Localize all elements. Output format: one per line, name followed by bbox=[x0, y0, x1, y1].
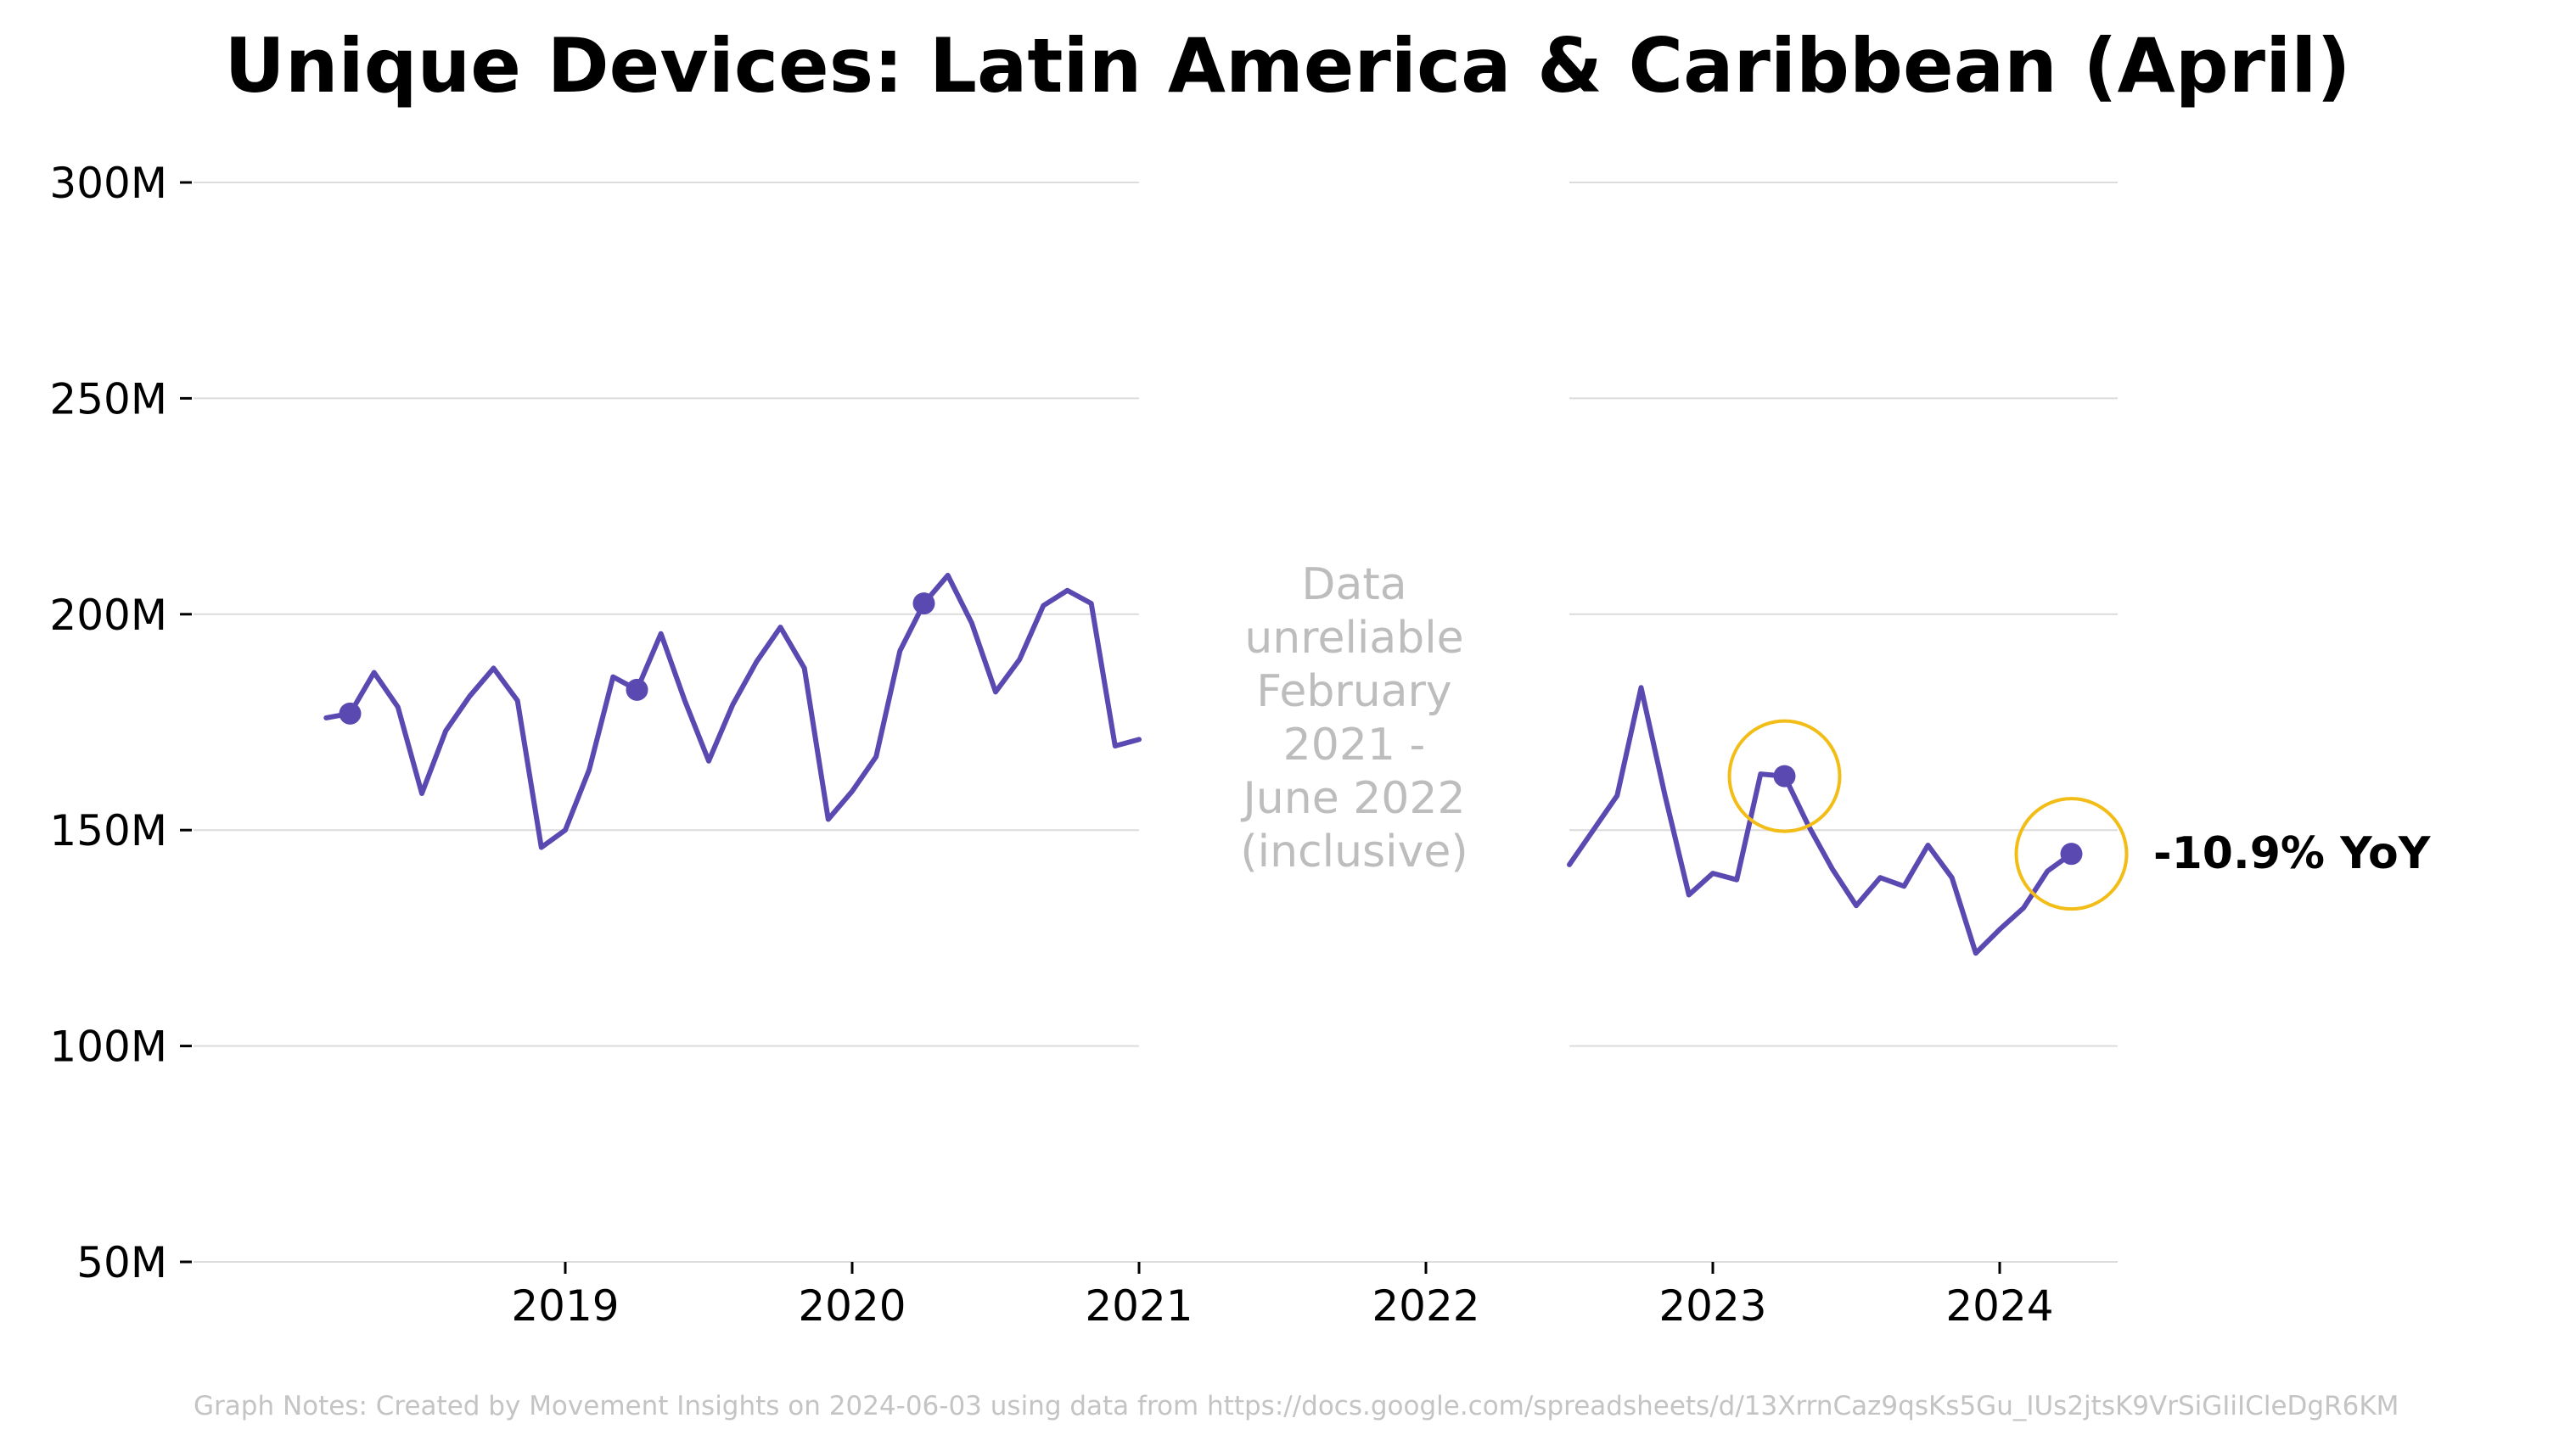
chart-title: Unique Devices: Latin America & Caribbea… bbox=[224, 22, 2350, 109]
april-markers bbox=[339, 592, 2083, 866]
y-axis: 300M 250M 200M 150M 100M 50M bbox=[49, 159, 192, 1287]
yoy-annotation: -10.9% YoY bbox=[2153, 828, 2432, 879]
x-tick-label: 2022 bbox=[1372, 1281, 1479, 1331]
april-point bbox=[1773, 765, 1796, 788]
data-gap-note-line: June 2022 bbox=[1240, 773, 1465, 824]
series-line bbox=[323, 573, 1142, 850]
highlight-circles bbox=[1727, 719, 2129, 911]
series-line bbox=[1567, 685, 2074, 956]
x-tick-label: 2023 bbox=[1658, 1281, 1766, 1331]
y-tick-label: 50M bbox=[76, 1238, 167, 1287]
x-tick-label: 2024 bbox=[1945, 1281, 2053, 1331]
graph-notes-footnote: Graph Notes: Created by Movement Insight… bbox=[194, 1391, 2399, 1421]
data-gap-note-line: February bbox=[1256, 666, 1451, 717]
x-tick-label: 2019 bbox=[511, 1281, 619, 1331]
data-gap-note-line: unreliable bbox=[1244, 613, 1463, 664]
data-gap-note-line: 2021 - bbox=[1283, 720, 1426, 771]
y-tick-label: 200M bbox=[49, 591, 167, 640]
highlight-circle bbox=[2014, 797, 2129, 911]
x-tick-label: 2020 bbox=[798, 1281, 906, 1331]
x-tick-label: 2021 bbox=[1085, 1281, 1193, 1331]
y-tick-label: 300M bbox=[49, 159, 167, 208]
data-gap-note: Data unreliable February 2021 -June 2022 (in… bbox=[1240, 559, 1468, 877]
highlight-circle bbox=[1727, 719, 1842, 833]
x-axis: 2019 2020 2021 2022 2023 2024 bbox=[511, 1262, 2054, 1331]
y-tick-label: 100M bbox=[49, 1023, 167, 1072]
april-point bbox=[626, 678, 648, 701]
y-tick-label: 150M bbox=[49, 806, 167, 855]
grid-lines bbox=[194, 182, 2118, 1263]
april-point bbox=[2060, 843, 2083, 866]
series bbox=[323, 573, 2074, 956]
data-gap-note-line: Data bbox=[1301, 559, 1406, 610]
y-tick-label: 250M bbox=[49, 374, 167, 423]
april-point bbox=[912, 592, 935, 615]
april-point bbox=[339, 702, 362, 725]
data-gap-note-line: (inclusive) bbox=[1240, 827, 1468, 877]
